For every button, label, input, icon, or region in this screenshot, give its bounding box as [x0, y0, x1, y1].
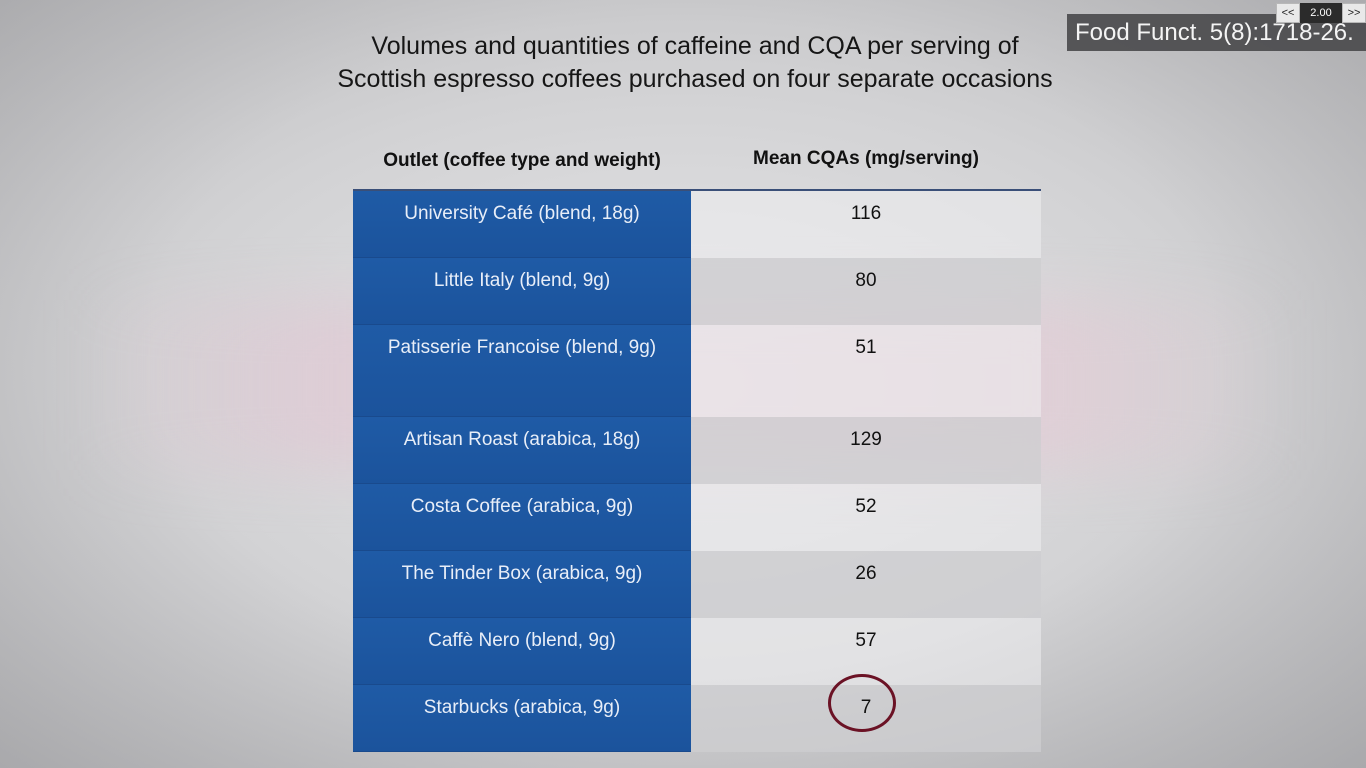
column-header-outlet: Outlet (coffee type and weight) [383, 150, 661, 171]
table-row: Caffè Nero (blend, 9g) 57 [353, 618, 1041, 685]
slide-title-line-1: Volumes and quantities of caffeine and C… [371, 32, 1019, 60]
cqa-cell: 116 [691, 191, 1041, 258]
outlet-cell: University Café (blend, 18g) [353, 191, 691, 258]
playback-speed-control: << 2.00 >> [1276, 3, 1366, 23]
table-row-highlighted: Starbucks (arabica, 9g) 7 [353, 674, 1041, 752]
cqa-cell: 80 [691, 258, 1041, 325]
cqa-cell: 26 [691, 551, 1041, 618]
table-header: Outlet (coffee type and weight) Mean CQA… [353, 140, 1041, 191]
table-row: University Café (blend, 18g) 116 [353, 191, 1041, 258]
cqa-cell: 57 [691, 618, 1041, 685]
outlet-cell: Starbucks (arabica, 9g) [353, 685, 691, 752]
outlet-cell: Costa Coffee (arabica, 9g) [353, 484, 691, 551]
outlet-cell: Patisserie Francoise (blend, 9g) [353, 325, 691, 417]
slide-title-line-2: Scottish espresso coffees purchased on f… [337, 65, 1053, 93]
speed-up-button[interactable]: >> [1342, 3, 1366, 23]
table-row: Patisserie Francoise (blend, 9g) 51 [353, 325, 1041, 417]
outlet-cell: The Tinder Box (arabica, 9g) [353, 551, 691, 618]
cqa-cell: 52 [691, 484, 1041, 551]
table-row: Little Italy (blend, 9g) 80 [353, 258, 1041, 325]
outlet-cell: Artisan Roast (arabica, 18g) [353, 417, 691, 484]
column-header-cqa: Mean CQAs (mg/serving) [753, 148, 979, 169]
highlight-circle [828, 674, 896, 732]
outlet-cell: Caffè Nero (blend, 9g) [353, 618, 691, 685]
citation-badge: Food Funct. 5(8):1718-26. [1067, 14, 1366, 51]
table-row: Artisan Roast (arabica, 18g) 129 [353, 417, 1041, 484]
slow-down-button[interactable]: << [1276, 3, 1300, 23]
cqa-cell: 129 [691, 417, 1041, 484]
cqa-cell: 51 [691, 325, 1041, 417]
cqa-cell-highlighted: 7 [691, 674, 1041, 752]
outlet-cell: Little Italy (blend, 9g) [353, 258, 691, 325]
table-row: Costa Coffee (arabica, 9g) 52 [353, 484, 1041, 551]
slide-title: Volumes and quantities of caffeine and C… [0, 30, 1366, 96]
table-row: The Tinder Box (arabica, 9g) 26 [353, 551, 1041, 618]
cqa-table: Outlet (coffee type and weight) Mean CQA… [353, 140, 1041, 752]
playback-speed-value: 2.00 [1300, 3, 1342, 23]
